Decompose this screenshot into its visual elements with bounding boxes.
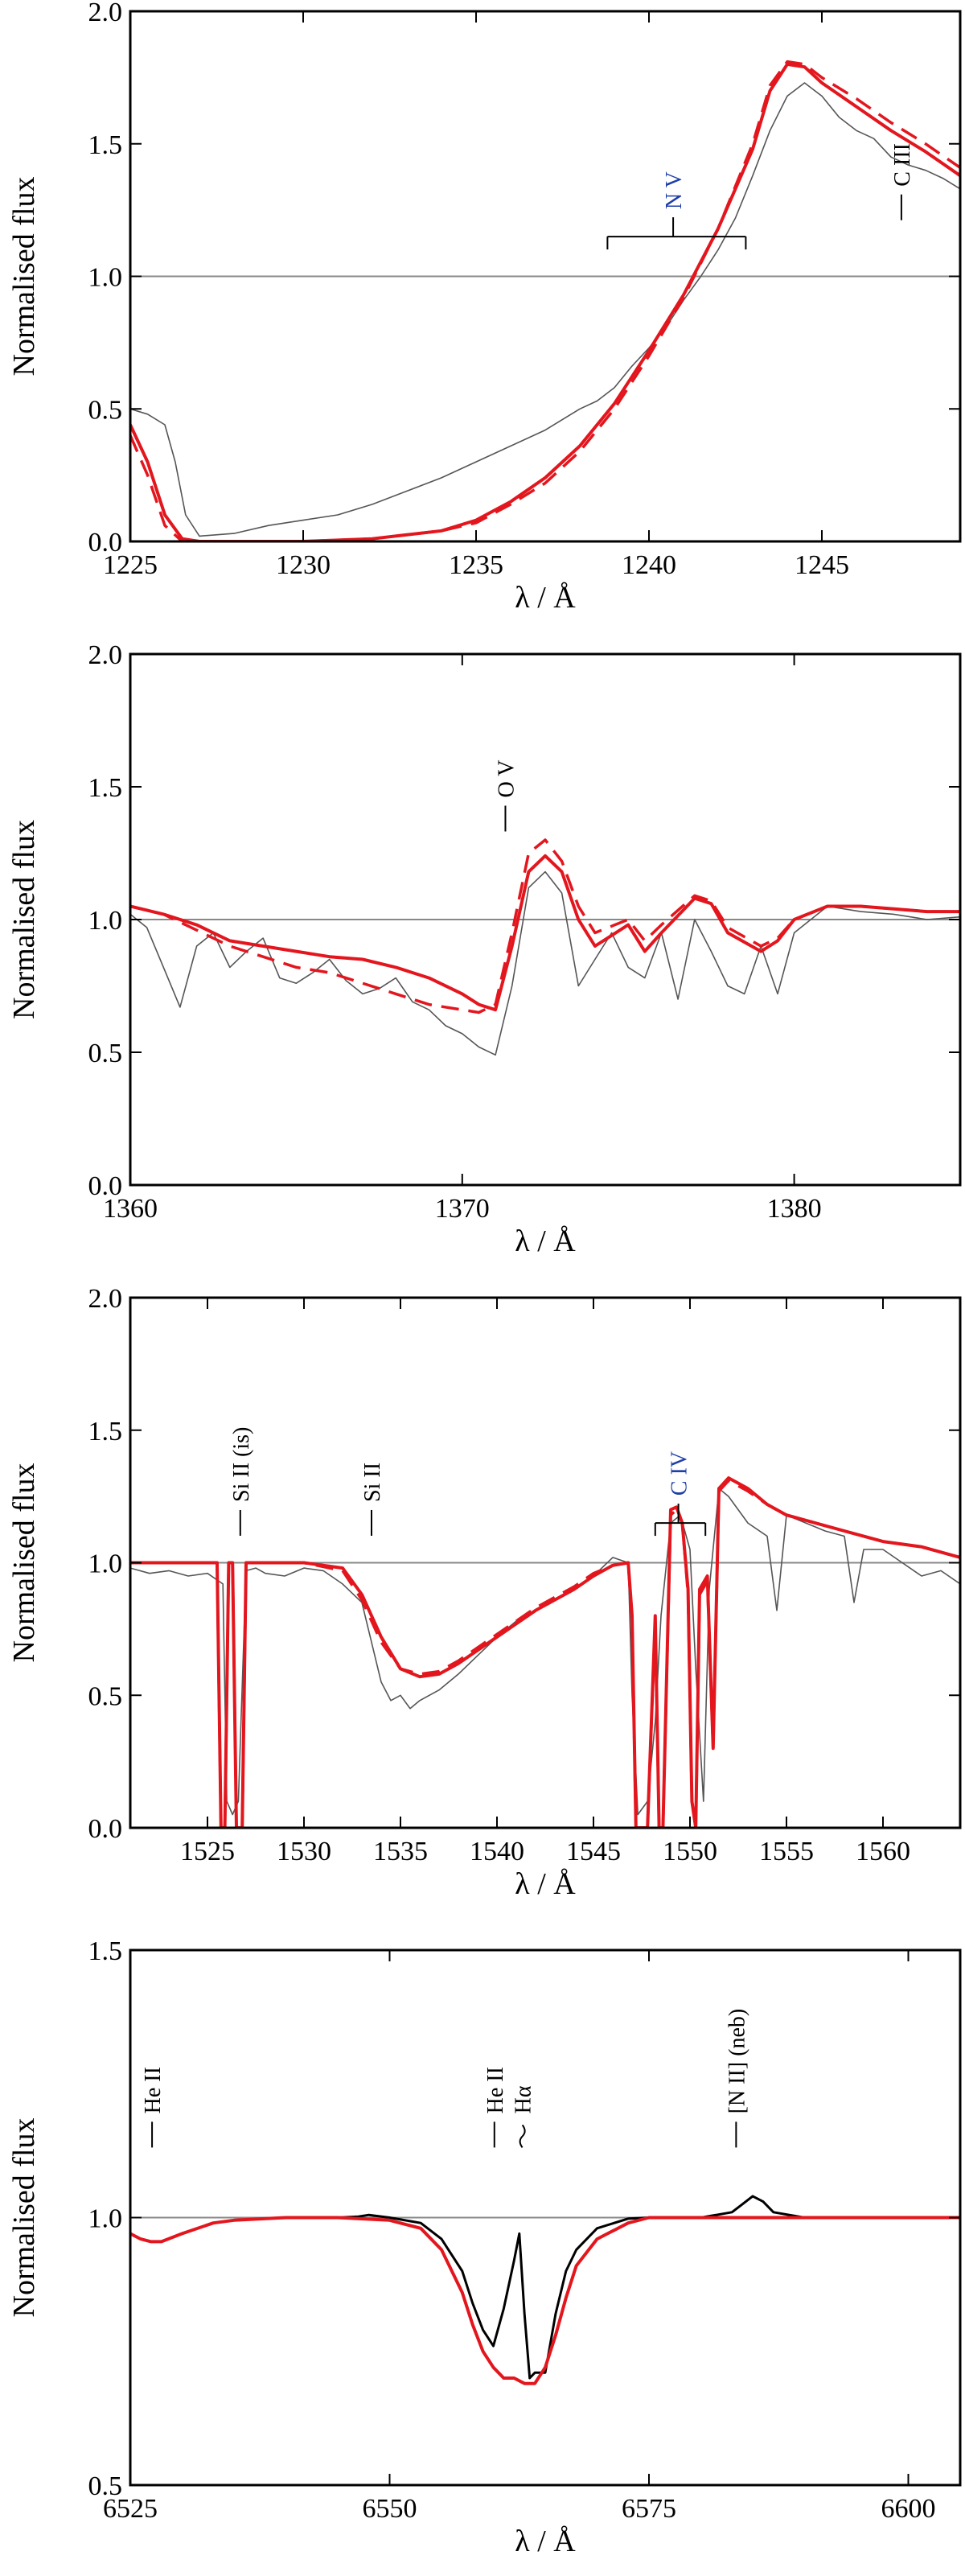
chart-3-y-tick-label: 2.0 [88, 1284, 123, 1314]
chart-4-x-tick-label: 6575 [622, 2494, 676, 2524]
chart-3-x-tick-label: 1535 [373, 1837, 428, 1866]
chart-2-y-tick-label: 1.0 [88, 906, 123, 936]
chart-4-line-id-4: [N II] (neb) [725, 2009, 749, 2148]
chart-1-x-tick-label: 1230 [276, 550, 331, 580]
chart-1-line-id-label: N V [662, 171, 687, 209]
chart-1: 1225 1230 1235 1240 1245 0.0 0.5 1.0 1.5 2.0 λ / Å… [7, 0, 962, 615]
chart-4-x-tick-label: 6550 [363, 2494, 417, 2524]
chart-4-series-model-1 [130, 2216, 960, 2385]
chart-3-y-tick-label: 0.0 [88, 1814, 123, 1844]
chart-3-line-id-label: Si II (is) [229, 1427, 254, 1502]
chart-4-y-tick-label: 1.5 [88, 1936, 123, 1966]
chart-1-series-observed [130, 82, 960, 537]
chart-3-x-tick-label: 1550 [663, 1837, 717, 1866]
chart-2-x-tick-label: 1370 [435, 1194, 490, 1224]
chart-3-series-model-1 [130, 1476, 960, 1828]
chart-1-y-tick-label: 0.0 [88, 528, 123, 558]
chart-1-y-axis-label: Normalised flux [7, 176, 41, 376]
chart-4-line-id-label: He II [483, 2067, 508, 2113]
chart-4-line-id-2: He II [483, 2067, 508, 2148]
chart-3-series-model-2 [130, 1479, 960, 1828]
chart-4-y-tick-label: 0.5 [88, 2471, 123, 2501]
chart-1-x-axis-label: λ / Å [515, 581, 576, 615]
chart-2-line-id-1: O V [494, 760, 519, 832]
chart-4-line-id-label: Hα [511, 2085, 536, 2113]
chart-2-y-axis-label: Normalised flux [7, 820, 41, 1019]
chart-3-line-id-2: Si II [360, 1463, 385, 1536]
chart-1-y-tick-label: 1.5 [88, 130, 123, 160]
chart-4-x-tick-label: 6600 [881, 2494, 936, 2524]
chart-3-x-tick-label: 1545 [566, 1837, 621, 1866]
chart-3-line-id-label: C IV [667, 1451, 692, 1496]
chart-1-x-tick-label: 1245 [795, 550, 849, 580]
chart-2-x-tick-label: 1380 [767, 1194, 822, 1224]
chart-3-series-observed [130, 1488, 960, 1816]
chart-3-x-tick-label: 1555 [759, 1837, 814, 1866]
chart-1-y-tick-label: 0.5 [88, 395, 123, 425]
chart-3-line-id-1: Si II (is) [229, 1427, 254, 1536]
chart-3: 1525 1530 1535 1540 1545 1550 1555 1560 0.0 0.5 1.… [7, 1284, 962, 1901]
chart-4-line-id-label: He II [141, 2067, 166, 2113]
chart-3-x-tick-label: 1560 [856, 1837, 910, 1866]
chart-3-x-axis-label: λ / Å [515, 1867, 576, 1901]
chart-1-line-id-label: C III [890, 143, 915, 187]
chart-4-y-tick-label: 1.0 [88, 2204, 123, 2234]
chart-2-series-model-1 [130, 854, 960, 1012]
chart-4-y-axis-label: Normalised flux [7, 2117, 41, 2317]
chart-2-x-axis-label: λ / Å [515, 1224, 576, 1258]
chart-1-y-tick-label: 1.0 [88, 263, 123, 293]
chart-2-y-tick-label: 1.5 [88, 773, 123, 803]
chart-3-y-tick-label: 1.0 [88, 1549, 123, 1579]
chart-4-series-observed [130, 2195, 960, 2380]
chart-1-x-tick-label: 1240 [622, 550, 676, 580]
chart-1-y-tick-label: 2.0 [88, 0, 123, 27]
chart-2-line-id-label: O V [494, 760, 519, 798]
chart-1-series-model-2 [130, 60, 960, 541]
chart-1-x-tick-label: 1235 [449, 550, 503, 580]
chart-1-line-id-2: C III [890, 143, 915, 220]
chart-3-line-id-label: Si II [360, 1463, 385, 1502]
chart-2: 1360 1370 1380 0.0 0.5 1.0 1.5 2.0 λ / Å Normalis… [7, 640, 962, 1258]
chart-4-line-id-1: He II [141, 2067, 166, 2148]
chart-2-y-tick-label: 0.0 [88, 1171, 123, 1201]
chart-4: 6525 6550 6575 6600 0.5 1.0 1.5 λ / Å Normalised… [7, 1936, 962, 2558]
chart-3-y-axis-label: Normalised flux [7, 1463, 41, 1662]
chart-2-x-tick-label: 1360 [103, 1194, 158, 1224]
chart-3-line-id-3: C IV [654, 1451, 707, 1537]
chart-2-y-tick-label: 0.5 [88, 1039, 123, 1068]
chart-1-series-model-1 [130, 62, 960, 541]
chart-4-x-tick-label: 6525 [103, 2494, 158, 2524]
chart-3-x-tick-label: 1525 [180, 1837, 235, 1866]
chart-1-x-tick-label: 1225 [103, 550, 158, 580]
chart-2-series-observed [130, 870, 960, 1056]
chart-3-y-tick-label: 0.5 [88, 1681, 123, 1711]
chart-4-x-axis-label: λ / Å [515, 2525, 576, 2558]
chart-1-line-id-1: N V [606, 171, 747, 250]
chart-2-y-tick-label: 2.0 [88, 640, 123, 670]
chart-3-x-tick-label: 1540 [470, 1837, 524, 1866]
chart-3-x-tick-label: 1530 [277, 1837, 331, 1866]
chart-2-series-model-2 [130, 838, 960, 1014]
chart-3-y-tick-label: 1.5 [88, 1417, 123, 1446]
chart-4-line-id-3: Hα [511, 2085, 536, 2148]
chart-4-line-id-label: [N II] (neb) [725, 2009, 749, 2114]
